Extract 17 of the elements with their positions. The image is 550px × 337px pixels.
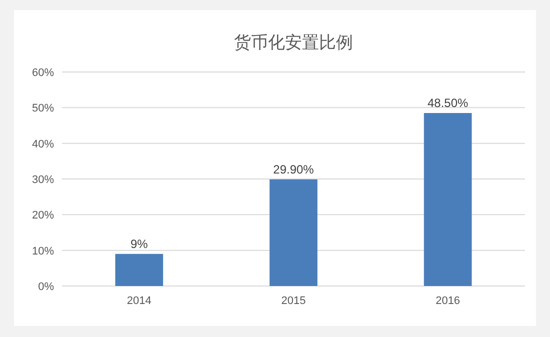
y-tick-label: 50% xyxy=(32,102,54,115)
chart-title: 货币化安置比例 xyxy=(234,33,353,52)
data-label: 9% xyxy=(130,236,148,251)
bar xyxy=(115,254,164,286)
data-label: 48.50% xyxy=(427,96,469,110)
y-tick-label: 40% xyxy=(32,138,54,150)
y-tick-label: 10% xyxy=(32,245,54,258)
x-tick-label: 2016 xyxy=(436,295,460,307)
bar xyxy=(270,179,318,286)
x-tick-label: 2014 xyxy=(126,295,152,307)
data-label: 29.90% xyxy=(273,162,314,176)
bar xyxy=(424,113,472,286)
y-tick-label: 30% xyxy=(32,174,54,186)
x-tick-label: 2015 xyxy=(281,295,306,307)
y-tick-label: 60% xyxy=(32,67,54,79)
y-tick-label: 20% xyxy=(32,210,54,222)
y-tick-label: 0% xyxy=(38,281,54,293)
